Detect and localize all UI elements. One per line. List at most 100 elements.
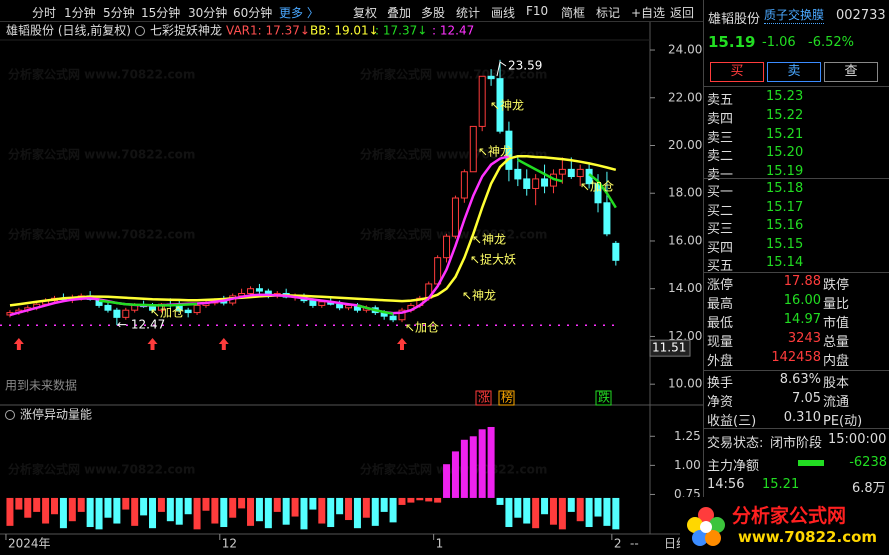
annotation: ← 12.47 (117, 318, 165, 332)
bar (282, 497, 290, 525)
price: 15.19 (708, 33, 756, 51)
toolbar-item[interactable]: +自选 (631, 6, 666, 20)
sub-title: 涨停异动量能 (20, 407, 92, 422)
bar (247, 497, 255, 526)
bid-price: 15.14 (766, 255, 804, 271)
y-tick-label: 18.00 (668, 186, 702, 200)
bar (389, 497, 397, 523)
x-tick-label: 1 (436, 537, 444, 551)
toolbar-item[interactable]: 叠加 (387, 6, 412, 20)
bid-label: 买二 (707, 203, 734, 219)
bar (24, 497, 32, 518)
cursor-box (649, 339, 691, 357)
indicator-line (9, 154, 510, 317)
indicator-line (98, 158, 617, 316)
ask-label: 卖四 (707, 111, 734, 127)
toolbar-item[interactable]: F10 (526, 4, 549, 18)
indicator-line (9, 154, 617, 307)
bar (291, 497, 299, 517)
bar (514, 497, 522, 518)
bar (157, 497, 165, 512)
trade-button[interactable]: 买 (710, 62, 764, 82)
toolbar-item[interactable]: 返回 (670, 6, 695, 20)
candle-body (496, 78, 504, 132)
toolbar-item[interactable]: 1分钟 (64, 6, 96, 20)
bar (68, 497, 76, 522)
bar (460, 439, 468, 498)
bar (469, 436, 477, 498)
bar (220, 497, 228, 528)
candle-body (451, 197, 459, 237)
toolbar-item[interactable]: 多股 (421, 6, 446, 20)
bid-price: 15.18 (766, 181, 804, 196)
bar (612, 497, 620, 530)
toolbar-item[interactable]: 分时 (32, 6, 57, 20)
toolbar-item[interactable]: 标记 (596, 6, 621, 20)
candle-body (612, 242, 620, 261)
toolbar-item[interactable]: 复权 (353, 6, 378, 20)
annotation: ↖神龙 (490, 99, 524, 113)
candle-body (532, 178, 540, 189)
logo-icon (687, 507, 725, 546)
toolbar-item[interactable]: 60分钟 (233, 6, 273, 20)
bar (113, 497, 121, 524)
candle-body (443, 235, 451, 259)
candle-body (184, 309, 192, 314)
annotation: ↖神龙 (462, 289, 496, 303)
stat-label: 换手 (707, 376, 734, 391)
trade-button[interactable]: 卖 (767, 62, 821, 82)
bar (59, 497, 67, 529)
y-tick-label: 22.00 (668, 90, 702, 104)
bar (603, 497, 611, 526)
signal-arrow (13, 338, 24, 350)
y-tick-label: 24.00 (668, 43, 702, 57)
stat-label: 股本 (823, 376, 850, 391)
trade-button[interactable]: 查 (824, 62, 878, 82)
x-tick-label: 2024年 (8, 537, 51, 551)
stock-code: 002733 (836, 8, 886, 23)
annotation: 23.59 (508, 59, 542, 73)
bar (6, 497, 14, 526)
bar (175, 497, 183, 525)
bar (380, 497, 388, 512)
toolbar-item[interactable]: 画线 (491, 6, 516, 20)
bar (425, 497, 433, 502)
chart-area: 雄韬股份 (日线,前复权) 七彩捉妖神龙 VAR1: 17.37↓ BB: 19… (0, 22, 703, 551)
annotation-hook (496, 61, 507, 77)
candle-body (255, 288, 263, 292)
bar (434, 497, 442, 503)
indicator-value: BB: 19.01↓ (310, 24, 379, 38)
bar (549, 497, 557, 525)
toolbar-item[interactable]: 30分钟 (188, 6, 228, 20)
bar (576, 497, 584, 522)
change-pct: -6.52% (808, 35, 854, 50)
bar (149, 497, 157, 529)
y-tick-label: 1.00 (674, 458, 701, 472)
bar (42, 497, 50, 524)
candle-body (398, 309, 406, 321)
toolbar-item[interactable]: 统计 (456, 6, 481, 20)
toolbar-item[interactable]: 15分钟 (141, 6, 181, 20)
badge: 跌 (598, 390, 610, 405)
badge: 榜 (501, 390, 513, 405)
signal-arrow (218, 338, 229, 350)
stat-value: 3243 (787, 331, 821, 346)
bar (77, 497, 85, 512)
stat-label: 涨停 (707, 278, 734, 293)
concept: 质子交换膜 (764, 8, 825, 24)
bar (309, 497, 317, 510)
bid-label: 买一 (707, 185, 734, 200)
bar (496, 497, 504, 505)
stat-label: PE(动) (823, 414, 863, 429)
toolbar-item[interactable]: 简框 (561, 6, 586, 20)
y-tick-label: 16.00 (668, 233, 702, 247)
separator (704, 178, 889, 179)
toolbar-item[interactable]: 5分钟 (103, 6, 135, 20)
axis-dash: -- (630, 537, 639, 551)
logo: 分析家公式网 www.70822.com (680, 497, 889, 555)
toolbar-item[interactable]: 更多 〉 (279, 6, 319, 20)
indicator-value: VAR1: 17.37↓ (226, 24, 310, 38)
bar (532, 497, 540, 529)
stat-label: 市值 (823, 316, 850, 331)
